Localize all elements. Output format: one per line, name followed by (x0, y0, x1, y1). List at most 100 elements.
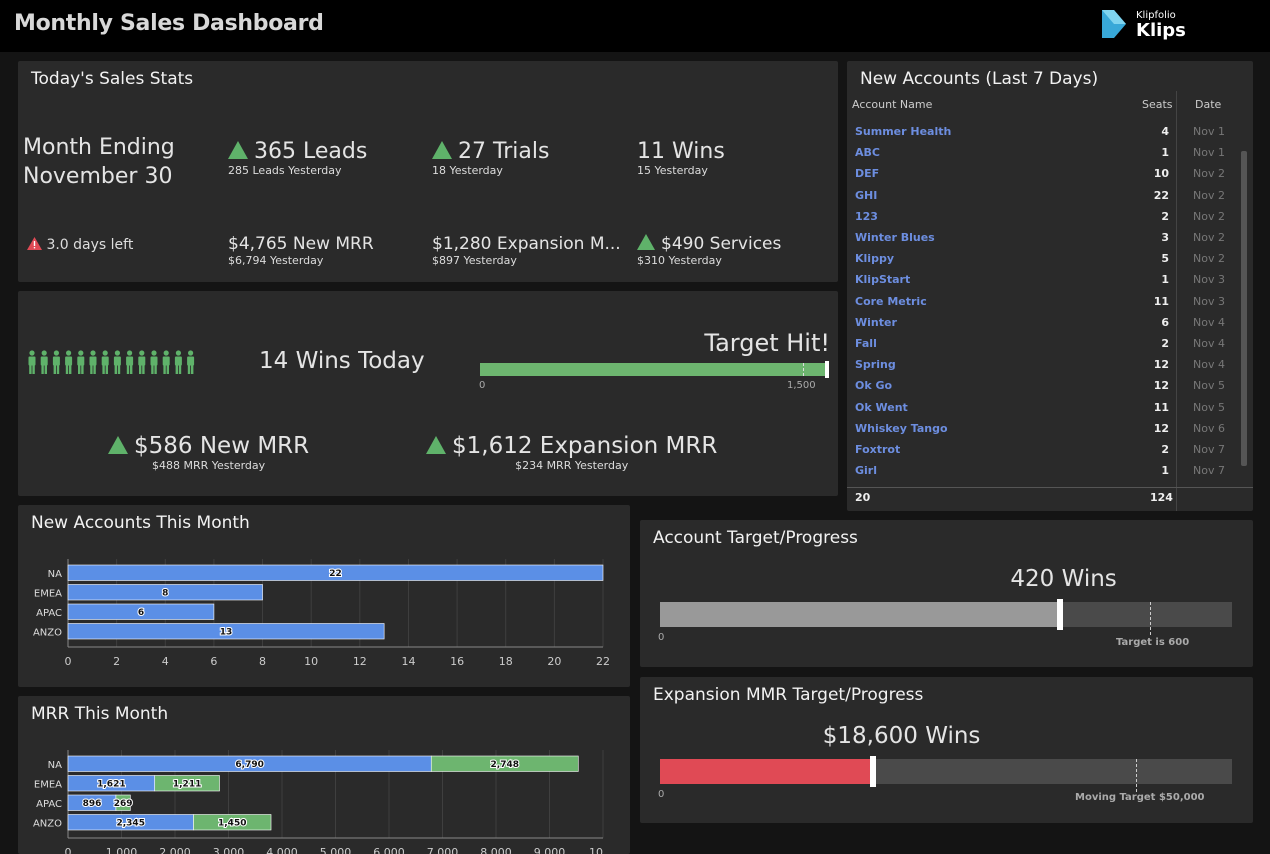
table-row[interactable]: Foxtrot 2 Nov 7 (847, 443, 1239, 464)
person-icon (77, 350, 85, 374)
table-row[interactable]: Winter 6 Nov 4 (847, 316, 1239, 337)
category-label: APAC (36, 608, 62, 619)
wins-bar-target: 1,500 (787, 380, 816, 391)
x-tick-label: 12 (353, 655, 367, 668)
services-stat: $490 Services $310 Yesterday (637, 234, 781, 267)
table-row[interactable]: Core Metric 11 Nov 3 (847, 295, 1239, 316)
trials-sub: 18 Yesterday (432, 164, 503, 177)
account-name-link[interactable]: Fall (855, 337, 877, 350)
mrr-stacked-bar-chart: 0 1,000 2,000 3,000 4,000 5,000 6,000 7,000 8,00… (33, 750, 617, 854)
account-name-link[interactable]: Girl (855, 464, 877, 478)
wins-today-panel: 14 Wins Today Target Hit! 0 1,500 $586 N… (18, 291, 838, 496)
table-row[interactable]: Winter Blues 3 Nov 2 (847, 231, 1239, 252)
table-row[interactable]: DEF 10 Nov 2 (847, 167, 1239, 188)
category-label: EMEA (34, 779, 62, 790)
account-name-link[interactable]: Winter (855, 315, 897, 329)
table-row[interactable]: Spring 12 Nov 4 (847, 358, 1239, 379)
account-value-marker (1057, 599, 1064, 630)
days-left-text: 3.0 days left (46, 237, 134, 253)
accounts-table-header: Account Name Seats Date (847, 94, 1253, 118)
account-date: Nov 3 (1193, 294, 1225, 308)
x-tick-label: 22 (596, 655, 610, 668)
col-account-name[interactable]: Account Name (852, 98, 933, 111)
account-date: Nov 2 (1193, 188, 1225, 202)
account-name-link[interactable]: Whiskey Tango (855, 421, 948, 435)
account-seats: 1 (1161, 464, 1169, 478)
expansion-target-marker (1136, 759, 1137, 792)
table-row[interactable]: Ok Go 12 Nov 5 (847, 379, 1239, 400)
table-row[interactable]: KlipStart 1 Nov 3 (847, 273, 1239, 294)
bar[interactable] (154, 775, 220, 792)
col-date[interactable]: Date (1195, 98, 1222, 111)
account-date: Nov 2 (1193, 252, 1225, 266)
person-icon (126, 350, 134, 374)
account-date: Nov 1 (1193, 125, 1225, 138)
up-arrow-icon (228, 141, 248, 159)
bar[interactable] (67, 584, 263, 601)
account-name-link[interactable]: Spring (855, 358, 896, 372)
account-name-link[interactable]: Ok Went (855, 400, 908, 414)
person-icon (113, 350, 121, 374)
table-row[interactable]: Fall 2 Nov 4 (847, 337, 1239, 358)
account-name-link[interactable]: GHI (855, 188, 878, 202)
data-label: 1,621 (97, 779, 125, 789)
account-name-link[interactable]: Klippy (855, 252, 894, 266)
data-label: 2,345 (116, 818, 144, 828)
bar[interactable] (115, 794, 131, 811)
account-name-link[interactable]: Foxtrot (855, 443, 901, 456)
data-label: 13 (220, 627, 233, 637)
table-row[interactable]: Klippy 5 Nov 2 (847, 252, 1239, 273)
account-name-link[interactable]: DEF (855, 167, 880, 181)
account-date: Nov 7 (1193, 464, 1225, 478)
expansion-target-value: $18,600 Wins (822, 723, 981, 749)
wins-new-mrr-value: $586 New MRR (134, 433, 310, 459)
bar[interactable] (67, 623, 385, 640)
days-left: 3.0 days left (27, 237, 133, 253)
bar[interactable] (193, 814, 272, 831)
account-name-link[interactable]: ABC (855, 146, 880, 160)
table-row[interactable]: Ok Went 11 Nov 5 (847, 401, 1239, 422)
wins-value: 11 Wins (637, 139, 725, 164)
account-date: Nov 4 (1193, 337, 1225, 350)
account-name-link[interactable]: Summer Health (855, 125, 952, 138)
table-row[interactable]: 123 2 Nov 2 (847, 210, 1239, 231)
bar[interactable] (430, 755, 579, 772)
table-row[interactable]: ABC 1 Nov 1 (847, 146, 1239, 167)
account-seats: 2 (1161, 443, 1169, 456)
account-name-link[interactable]: Ok Go (855, 379, 893, 393)
up-arrow-icon (637, 234, 655, 250)
table-row[interactable]: Girl 1 Nov 7 (847, 464, 1239, 485)
account-name-link[interactable]: KlipStart (855, 273, 911, 287)
x-tick-label: 8,000 (480, 846, 512, 854)
new-accounts-title: New Accounts (Last 7 Days) (860, 69, 1099, 89)
table-scrollbar[interactable] (1241, 151, 1247, 466)
account-seats: 5 (1161, 252, 1169, 266)
bar[interactable] (67, 603, 215, 620)
bar[interactable] (67, 564, 604, 581)
account-date: Nov 6 (1193, 421, 1225, 435)
account-seats: 3 (1161, 231, 1169, 244)
table-row[interactable]: Whiskey Tango 12 Nov 6 (847, 422, 1239, 443)
up-arrow-icon (432, 141, 452, 159)
exp-mrr-stat: $1,280 Expansion M... $897 Yesterday (432, 234, 621, 267)
x-tick-label: 0 (65, 655, 72, 668)
table-row[interactable]: GHI 22 Nov 2 (847, 189, 1239, 210)
account-min-label: 0 (658, 632, 665, 643)
account-target-panel: Account Target/Progress 420 Wins 0 Targe… (640, 520, 1253, 667)
person-icon (65, 350, 73, 374)
table-column-divider (1176, 91, 1177, 511)
mrr-month-panel: MRR This Month 0 1,000 2,000 3,000 4,000 5,00… (18, 696, 630, 854)
category-label: APAC (36, 799, 62, 810)
account-date: Nov 2 (1193, 209, 1225, 223)
account-name-link[interactable]: Core Metric (855, 294, 927, 308)
account-seats: 6 (1161, 315, 1169, 329)
account-name-link[interactable]: 123 (855, 209, 878, 223)
table-row[interactable]: Summer Health 4 Nov 1 (847, 125, 1239, 146)
wins-bar-min: 0 (479, 380, 486, 391)
x-tick-label: 1,000 (106, 846, 138, 854)
account-name-link[interactable]: Winter Blues (855, 231, 935, 244)
person-icon (52, 350, 60, 374)
col-seats[interactable]: Seats (1142, 98, 1173, 111)
x-tick-label: 10 (304, 655, 318, 668)
account-seats: 1 (1161, 273, 1169, 287)
